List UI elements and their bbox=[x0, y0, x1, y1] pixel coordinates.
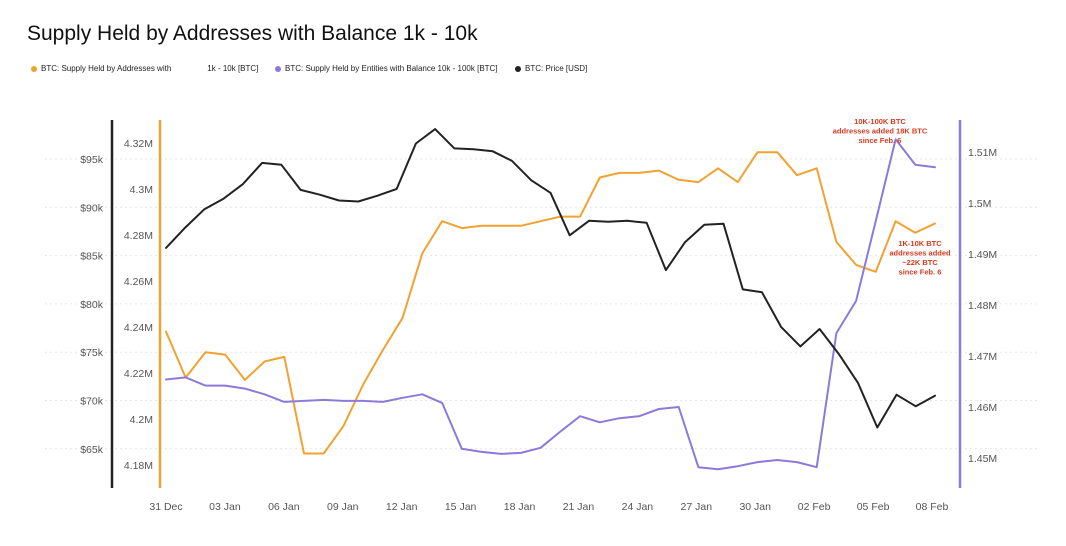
tick-supply-1k-10k-1: 4.2M bbox=[130, 414, 153, 426]
tick-supply-10k-100k-5: 1.5M bbox=[968, 198, 991, 210]
tick-x-6: 18 Jan bbox=[504, 501, 536, 513]
legend: BTC: Supply Held by Addresses with 1k - 1… bbox=[31, 64, 1031, 78]
tick-x-3: 09 Jan bbox=[327, 501, 359, 513]
legend-label-supply-10k-100k: BTC: Supply Held by Entities with Balanc… bbox=[285, 64, 498, 73]
tick-price-5: $90k bbox=[80, 202, 104, 214]
axes bbox=[110, 120, 962, 488]
tick-x-11: 02 Feb bbox=[798, 501, 831, 513]
annotation-0-line-0: 10K-100K BTC bbox=[854, 117, 906, 126]
tick-supply-1k-10k-7: 4.32M bbox=[124, 138, 153, 150]
tick-supply-1k-10k-4: 4.26M bbox=[124, 276, 153, 288]
legend-item-supply-1k-10k[interactable]: BTC: Supply Held by Addresses with 1k - 1… bbox=[31, 64, 258, 73]
tick-x-8: 24 Jan bbox=[622, 501, 654, 513]
chart-title: Supply Held by Addresses with Balance 1k… bbox=[27, 22, 478, 45]
annotation-1-line-0: 1K-10K BTC bbox=[898, 239, 942, 248]
legend-dot-orange bbox=[31, 65, 37, 72]
tick-x-0: 31 Dec bbox=[149, 501, 182, 513]
tick-x-13: 08 Feb bbox=[916, 501, 949, 513]
legend-item-supply-10k-100k[interactable]: BTC: Supply Held by Entities with Balanc… bbox=[275, 64, 498, 73]
annotation-0: 10K-100K BTC addresses added 18K BTC since… bbox=[833, 117, 928, 145]
annotation-1-line-1: addresses added bbox=[889, 249, 951, 258]
tick-supply-1k-10k-5: 4.28M bbox=[124, 230, 153, 242]
tick-x-7: 21 Jan bbox=[563, 501, 595, 513]
tick-x-12: 05 Feb bbox=[857, 501, 890, 513]
legend-item-price[interactable]: BTC: Price [USD] bbox=[515, 64, 587, 73]
tick-supply-10k-100k-1: 1.46M bbox=[968, 402, 997, 414]
tick-supply-10k-100k-0: 1.45M bbox=[968, 453, 997, 465]
line-supply-1k-10k bbox=[165, 151, 936, 455]
annotations: 10K-100K BTC addresses added 18K BTC since… bbox=[833, 117, 951, 277]
tick-price-4: $85k bbox=[80, 251, 104, 263]
legend-label-price: BTC: Price [USD] bbox=[525, 64, 588, 73]
line-price bbox=[165, 128, 936, 429]
annotation-1: 1K-10K BTC addresses added ~22K BTC since F… bbox=[889, 239, 951, 277]
tick-supply-1k-10k-6: 4.3M bbox=[130, 184, 153, 196]
legend-label-supply-1k-10k-part1: BTC: Supply Held by Addresses with bbox=[41, 64, 172, 73]
tick-supply-10k-100k-4: 1.49M bbox=[968, 249, 997, 261]
legend-label-supply-1k-10k-part2: 1k - 10k [BTC] bbox=[207, 64, 259, 73]
tick-supply-1k-10k-2: 4.22M bbox=[124, 368, 153, 380]
tick-price-2: $75k bbox=[80, 347, 104, 359]
tick-x-4: 12 Jan bbox=[386, 501, 418, 513]
tick-supply-10k-100k-6: 1.51M bbox=[968, 147, 997, 159]
legend-dot-black bbox=[515, 65, 521, 72]
series-lines bbox=[165, 128, 936, 471]
tick-x-5: 15 Jan bbox=[445, 501, 477, 513]
tick-supply-10k-100k-2: 1.47M bbox=[968, 351, 997, 363]
annotation-0-line-2: since Feb. 6 bbox=[859, 136, 902, 145]
tick-price-1: $70k bbox=[80, 396, 104, 408]
annotation-1-line-3: since Feb. 6 bbox=[899, 268, 942, 277]
tick-x-10: 30 Jan bbox=[739, 501, 771, 513]
tick-x-2: 06 Jan bbox=[268, 501, 300, 513]
tick-supply-10k-100k-3: 1.48M bbox=[968, 300, 997, 312]
annotation-1-line-2: ~22K BTC bbox=[902, 258, 938, 267]
tick-price-3: $80k bbox=[80, 299, 104, 311]
tick-price-6: $95k bbox=[80, 154, 104, 166]
tick-labels: $65k $70k $75k $80k $85k $90k $95k 4.18M 4.2M 4.2… bbox=[80, 138, 997, 513]
tick-supply-1k-10k-0: 4.18M bbox=[124, 460, 153, 472]
tick-price-0: $65k bbox=[80, 444, 104, 456]
tick-supply-1k-10k-3: 4.24M bbox=[124, 322, 153, 334]
tick-x-1: 03 Jan bbox=[209, 501, 241, 513]
annotation-0-line-1: addresses added 18K BTC bbox=[833, 127, 928, 136]
line-supply-10k-100k bbox=[165, 138, 936, 471]
legend-dot-purple bbox=[275, 65, 281, 72]
tick-x-9: 27 Jan bbox=[681, 501, 713, 513]
